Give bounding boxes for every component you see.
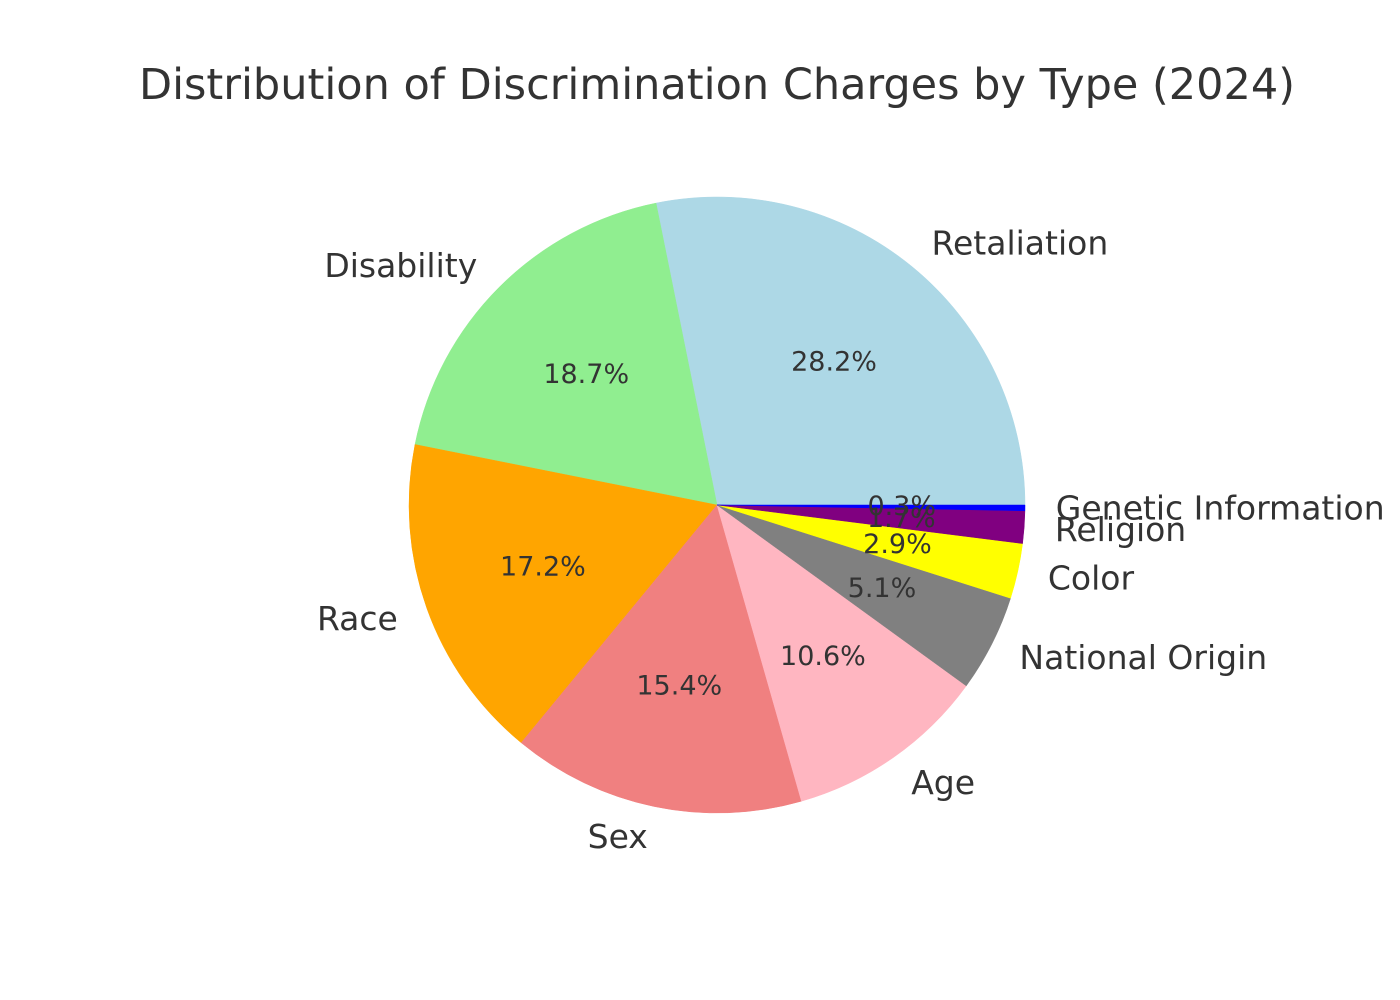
slice-label-race: Race (317, 599, 398, 638)
pie-slice-disability (414, 202, 718, 506)
slice-label-retaliation: Retaliation (932, 223, 1109, 262)
slice-label-disability: Disability (324, 246, 477, 285)
slice-label-sex: Sex (588, 817, 648, 856)
pie-slice-retaliation (655, 196, 1026, 506)
pct-label-retaliation: 28.2% (791, 346, 877, 377)
slice-label-age: Age (911, 763, 975, 802)
pie-slice-genetic-information (716, 504, 1026, 512)
pct-label-national-origin: 5.1% (848, 573, 917, 604)
pct-label-religion: 1.7% (867, 503, 936, 534)
pct-label-race: 17.2% (500, 551, 586, 582)
pie-slice-race (408, 444, 718, 744)
pie-slice-sex (520, 504, 802, 814)
pct-label-disability: 18.7% (543, 359, 629, 390)
slice-label-genetic-information: Genetic Information (1056, 489, 1385, 528)
slice-label-color: Color (1048, 558, 1135, 597)
pct-label-color: 2.9% (863, 529, 932, 560)
pie-labels: Retaliation 28.2% Disability 18.7% Race 17.2%… (317, 223, 1385, 856)
pct-label-genetic-information: 0.3% (867, 491, 936, 522)
slice-label-religion: Religion (1055, 510, 1186, 549)
pct-label-sex: 15.4% (636, 670, 722, 701)
slice-label-national-origin: National Origin (1019, 638, 1267, 677)
pie-slices (408, 196, 1026, 814)
chart-title: Distribution of Discrimination Charges b… (138, 60, 1296, 110)
pct-label-age: 10.6% (780, 641, 866, 672)
pie-slice-age (716, 504, 967, 802)
